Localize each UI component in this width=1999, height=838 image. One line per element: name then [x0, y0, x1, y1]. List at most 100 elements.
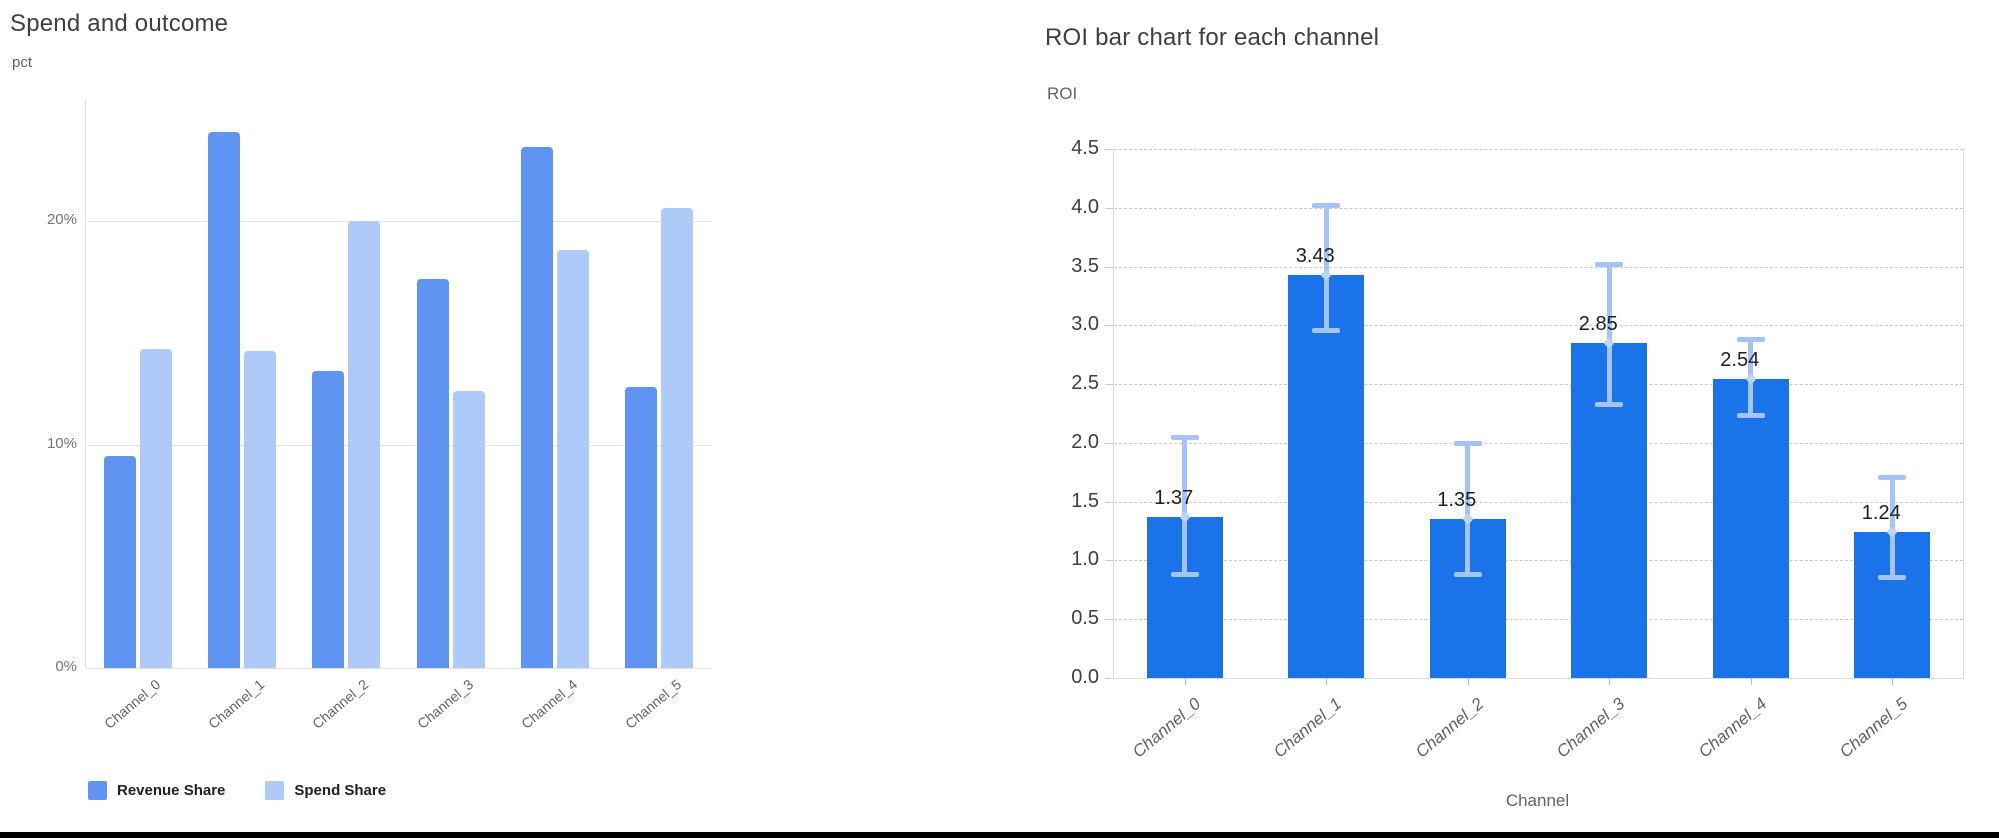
error-bar-cap-bottom: [1312, 328, 1341, 334]
bar-value-label: 2.54: [1720, 349, 1760, 372]
right-y-tick-label: 2.5: [1071, 372, 1099, 395]
right-y-tick-stub: [1105, 442, 1113, 444]
left-gridline-0%: [86, 668, 711, 669]
bar-spend-share-channel_0: [140, 348, 173, 668]
bar-revenue-share-channel_3: [416, 279, 449, 668]
error-bar-cap-top: [1312, 203, 1341, 209]
right-y-tick-label: 4.0: [1071, 195, 1099, 218]
right-x-tick-stub: [1609, 678, 1611, 685]
legend-item-revenue-share: Revenue Share: [88, 781, 225, 800]
left-x-tick-label: Channel_1: [205, 676, 268, 732]
error-bar-cap-top: [1170, 435, 1199, 440]
left-gridline-20%: [86, 221, 711, 223]
right-gridline-2.0: [1114, 442, 1963, 444]
left-x-tick-label: Channel_4: [517, 676, 581, 732]
right-x-tick-label: Channel_2: [1411, 694, 1487, 762]
right-chart-title: ROI bar chart for each channel: [1045, 24, 1380, 51]
right-y-tick-label: 3.5: [1071, 254, 1099, 277]
right-y-tick-label: 0.0: [1071, 666, 1099, 688]
right-x-tick-label: Channel_3: [1553, 694, 1629, 762]
error-bar-cap-bottom: [1878, 575, 1907, 581]
error-bar-line: [1182, 437, 1188, 575]
right-x-tick-stub: [1326, 678, 1328, 685]
error-bar-cap-bottom: [1453, 571, 1482, 577]
left-gridline-10%: [86, 444, 711, 446]
right-y-tick-label: 3.0: [1071, 313, 1099, 336]
left-y-tick-label: 10%: [46, 434, 77, 452]
legend-swatch: [88, 781, 107, 800]
right-gridline-3.5: [1114, 266, 1963, 268]
error-bar-line: [1606, 264, 1612, 406]
right-gridline-1.0: [1114, 560, 1963, 562]
right-x-tick-label: Channel_0: [1128, 694, 1204, 762]
bar-spend-share-channel_5: [660, 207, 693, 668]
bar-spend-share-channel_1: [244, 350, 277, 668]
right-y-tick-stub: [1105, 501, 1113, 503]
bottom-border: [0, 832, 1999, 838]
right-y-tick-stub: [1105, 560, 1113, 562]
right-y-tick-stub: [1105, 619, 1113, 621]
error-bar-cap-top: [1595, 262, 1624, 268]
right-y-tick-label: 0.5: [1071, 607, 1099, 630]
left-y-tick-label: 0%: [55, 658, 77, 675]
bar-value-label: 3.43: [1295, 244, 1335, 267]
left-y-tick-label: 20%: [46, 211, 77, 229]
bar-value-label: 1.37: [1154, 486, 1194, 509]
right-y-tick-label: 1.5: [1071, 489, 1099, 512]
bar-value-label: 1.24: [1861, 502, 1901, 525]
right-y-tick-label: 4.5: [1071, 136, 1099, 159]
bar-spend-share-channel_3: [452, 390, 485, 668]
bar-roi-channel_4: [1712, 379, 1789, 678]
right-x-tick-stub: [1467, 678, 1469, 685]
bar-spend-share-channel_2: [348, 221, 381, 668]
right-gridline-0.5: [1114, 619, 1963, 621]
error-bar-line: [1465, 442, 1471, 575]
bar-revenue-share-channel_0: [104, 455, 137, 668]
bar-revenue-share-channel_4: [520, 147, 553, 668]
right-x-axis-title: Channel: [1505, 791, 1570, 810]
bar-revenue-share-channel_1: [208, 131, 241, 668]
right-x-tick-stub: [1892, 678, 1894, 685]
right-x-tick-label: Channel_5: [1836, 694, 1912, 762]
legend-label: Spend Share: [294, 782, 387, 799]
bar-spend-share-channel_4: [556, 250, 589, 668]
left-x-tick-label: Channel_3: [413, 676, 476, 732]
error-bar-cap-top: [1736, 337, 1765, 343]
right-x-tick-stub: [1750, 678, 1752, 685]
error-bar-cap-bottom: [1595, 402, 1624, 408]
legend: Revenue Share Spend Share: [88, 781, 386, 800]
right-y-tick-stub: [1105, 207, 1113, 209]
error-bar-cap-top: [1878, 474, 1907, 480]
bar-value-label: 2.85: [1578, 312, 1618, 335]
legend-item-spend-share: Spend Share: [265, 781, 386, 800]
left-x-tick-label: Channel_5: [622, 676, 685, 732]
right-gridline-4.0: [1114, 207, 1963, 209]
left-chart-title: Spend and outcome: [10, 10, 229, 37]
error-bar-cap-bottom: [1736, 412, 1765, 418]
left-x-tick-label: Channel_0: [101, 676, 164, 732]
error-bar-line: [1323, 205, 1329, 332]
right-y-tick-stub: [1105, 678, 1113, 679]
right-gridline-3.0: [1114, 325, 1963, 327]
error-bar-cap-top: [1453, 440, 1482, 446]
right-x-tick-stub: [1184, 678, 1186, 685]
legend-swatch: [265, 781, 285, 800]
right-gridline-2.5: [1114, 384, 1963, 386]
right-gridline-1.5: [1114, 501, 1963, 503]
right-y-tick-stub: [1105, 266, 1113, 268]
right-gridline-4.5: [1114, 148, 1963, 150]
bar-value-label: 1.35: [1437, 489, 1477, 512]
bar-revenue-share-channel_5: [624, 386, 657, 668]
right-x-tick-label: Channel_1: [1270, 694, 1346, 762]
right-y-tick-stub: [1105, 325, 1113, 327]
right-y-axis-unit-label: ROI: [1047, 84, 1078, 103]
error-bar-cap-bottom: [1170, 571, 1199, 577]
right-y-tick-stub: [1105, 148, 1113, 150]
legend-label: Revenue Share: [117, 782, 226, 799]
left-plot-area: [85, 100, 711, 669]
right-x-tick-label: Channel_4: [1694, 694, 1770, 762]
right-y-tick-stub: [1105, 384, 1113, 386]
right-y-tick-label: 1.0: [1071, 548, 1099, 571]
left-x-tick-label: Channel_2: [309, 676, 372, 732]
